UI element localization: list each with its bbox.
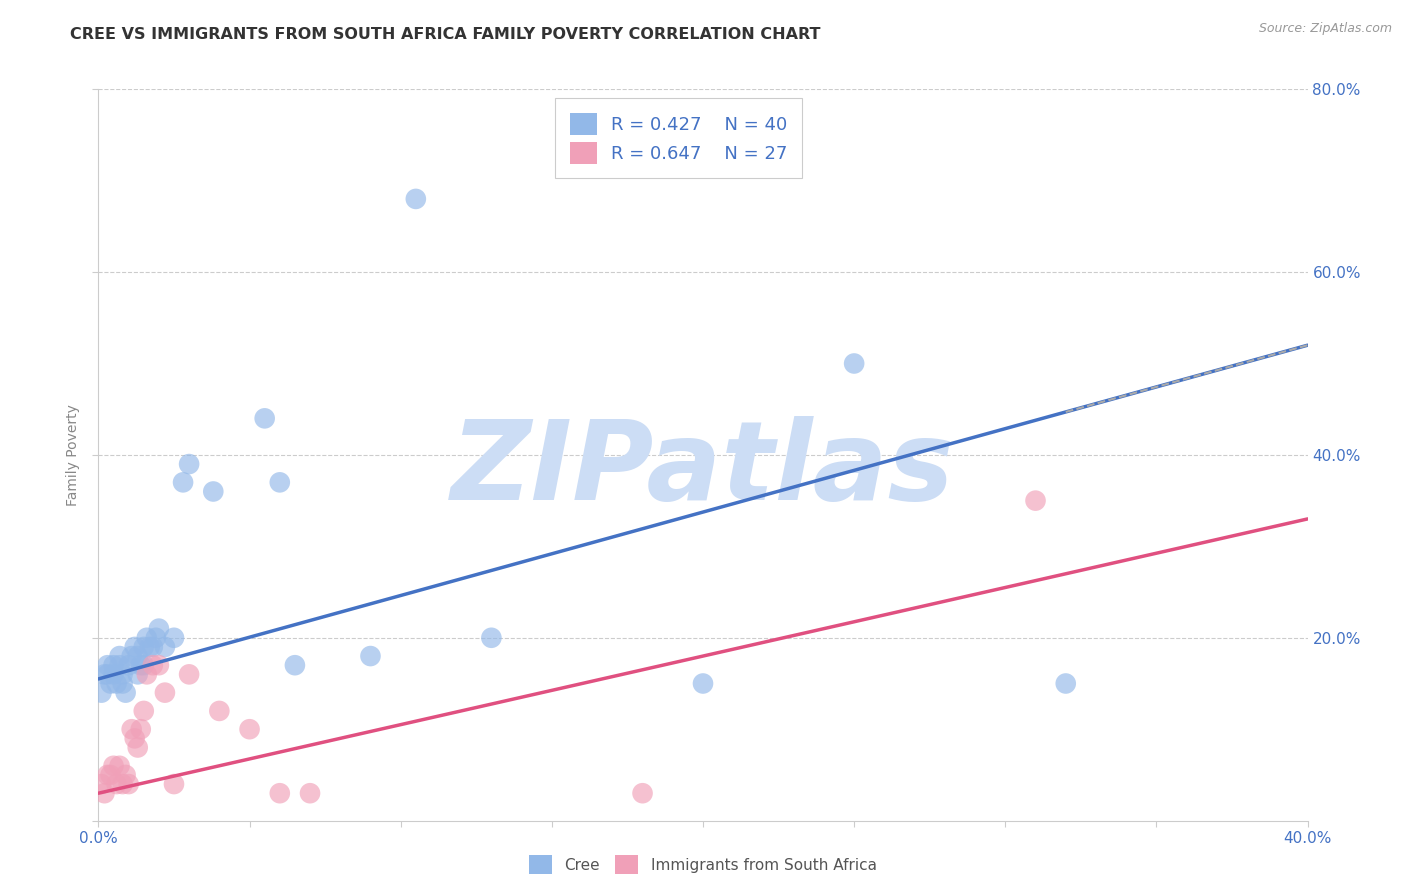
Point [118, 658, 141, 673]
Point [129, 723, 152, 737]
Point [1054, 676, 1077, 690]
Point [100, 768, 122, 782]
Point [239, 723, 262, 737]
Point [111, 676, 134, 690]
Point [299, 786, 322, 800]
Point [135, 667, 157, 681]
Point [153, 686, 176, 700]
Point [127, 649, 149, 664]
Point [108, 658, 131, 673]
Text: Source: ZipAtlas.com: Source: ZipAtlas.com [1258, 22, 1392, 36]
Point [96, 768, 118, 782]
Point [405, 192, 427, 206]
Point [105, 676, 128, 690]
Point [179, 667, 201, 681]
Point [90, 686, 112, 700]
Point [145, 631, 167, 645]
Point [100, 676, 122, 690]
Point [148, 622, 170, 636]
Point [172, 475, 194, 490]
Point [90, 777, 112, 791]
Point [139, 640, 162, 654]
Point [132, 704, 155, 718]
Point [163, 631, 186, 645]
Point [153, 640, 176, 654]
Point [121, 723, 143, 737]
Point [103, 658, 125, 673]
Y-axis label: Family Poverty: Family Poverty [66, 404, 80, 506]
Point [132, 658, 155, 673]
Point [284, 658, 307, 673]
Point [135, 631, 157, 645]
Point [692, 676, 714, 690]
Text: CREE VS IMMIGRANTS FROM SOUTH AFRICA FAMILY POVERTY CORRELATION CHART: CREE VS IMMIGRANTS FROM SOUTH AFRICA FAM… [70, 27, 821, 42]
Point [108, 758, 131, 772]
Point [132, 640, 155, 654]
Point [114, 686, 136, 700]
Point [129, 658, 152, 673]
Point [93, 786, 115, 800]
Point [127, 667, 149, 681]
Point [124, 640, 146, 654]
Point [121, 649, 143, 664]
Point [111, 667, 134, 681]
Point [253, 411, 276, 425]
Point [360, 649, 382, 664]
Point [93, 667, 115, 681]
Point [148, 658, 170, 673]
Point [269, 786, 291, 800]
Point [631, 786, 654, 800]
Point [844, 356, 866, 371]
Text: ZIPatlas: ZIPatlas [451, 416, 955, 523]
Point [208, 704, 231, 718]
Point [118, 777, 141, 791]
Point [163, 777, 186, 791]
Legend: Cree, Immigrants from South Africa: Cree, Immigrants from South Africa [523, 849, 883, 880]
Point [96, 658, 118, 673]
Point [103, 758, 125, 772]
Point [269, 475, 291, 490]
Point [105, 777, 128, 791]
Point [202, 484, 225, 499]
Point [114, 768, 136, 782]
Point [103, 667, 125, 681]
Point [111, 777, 134, 791]
Point [124, 731, 146, 746]
Legend: R = 0.427    N = 40, R = 0.647    N = 27: R = 0.427 N = 40, R = 0.647 N = 27 [555, 98, 803, 178]
Point [142, 640, 165, 654]
Point [96, 667, 118, 681]
Point [481, 631, 503, 645]
Point [127, 740, 149, 755]
Point [142, 658, 165, 673]
Point [108, 649, 131, 664]
Point [179, 457, 201, 471]
Point [1024, 493, 1046, 508]
